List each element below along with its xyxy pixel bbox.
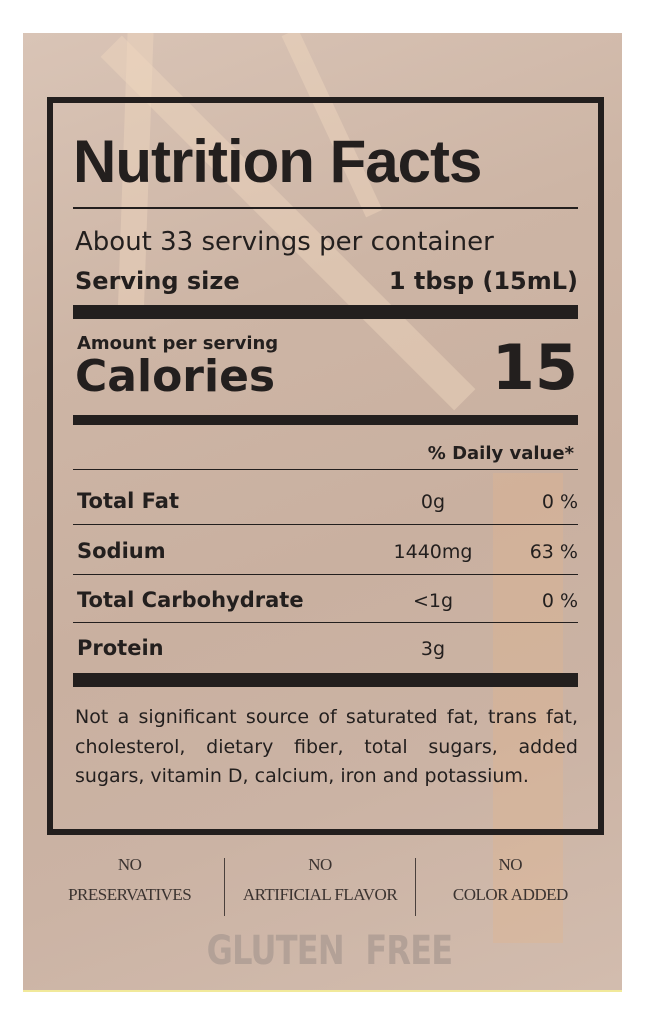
nutrient-amount: 0g: [420, 491, 446, 513]
thick-divider: [73, 415, 578, 425]
divider: [73, 469, 578, 470]
claim-line: NO: [117, 855, 142, 874]
claim-no-preservatives: NO PRESERVATIVES: [35, 850, 224, 920]
daily-value-header: % Daily value*: [427, 443, 574, 464]
claim-line: COLOR ADDED: [452, 885, 568, 904]
serving-size-value: 1 tbsp (15mL): [388, 267, 578, 295]
divider: [73, 524, 578, 525]
divider: [73, 574, 578, 575]
nutrient-name: Protein: [77, 636, 164, 660]
nutrient-dv: 0 %: [541, 491, 578, 513]
claim-separator: [414, 858, 416, 916]
nutrient-row: Total Carbohydrate <1g 0 %: [73, 574, 578, 624]
calories-label: Calories: [75, 351, 276, 402]
nutrient-name: Sodium: [77, 539, 166, 563]
claim-line: NO: [308, 855, 332, 874]
nutrient-dv: 0 %: [541, 590, 578, 612]
divider: [73, 622, 578, 623]
calories-value: 15: [491, 331, 578, 404]
gluten-free-badge: GLUTEN FREE: [206, 928, 454, 974]
nutrient-row: Protein 3g: [73, 622, 578, 672]
divider: [73, 207, 578, 209]
servings-per-container: About 33 servings per container: [75, 227, 494, 257]
label-title: Nutrition Facts: [73, 128, 482, 195]
claim-separator: [224, 858, 226, 916]
thick-divider: [73, 305, 578, 319]
nutrient-amount: <1g: [412, 590, 454, 612]
nutrient-amount: 1440mg: [393, 541, 473, 563]
nutrient-row: Sodium 1440mg 63 %: [73, 525, 578, 575]
claim-line: ARTIFICIAL FLAVOR: [242, 885, 398, 904]
claim-no-color-added: NO COLOR ADDED: [416, 850, 605, 920]
nutrient-row: Total Fat 0g 0 %: [73, 475, 578, 525]
footnote: Not a significant source of saturated fa…: [75, 706, 578, 787]
background-beam: [493, 473, 563, 943]
thick-divider: [73, 673, 578, 687]
serving-size-label: Serving size: [75, 267, 240, 295]
amount-per-serving: Amount per serving: [77, 333, 279, 354]
nutrient-dv: 63 %: [529, 541, 578, 563]
nutrient-name: Total Carbohydrate: [77, 588, 304, 612]
claim-line: PRESERVATIVES: [68, 885, 192, 904]
nutrient-name: Total Fat: [77, 489, 180, 513]
product-claims: NO PRESERVATIVES NO ARTIFICIAL FLAVOR NO…: [35, 850, 605, 920]
claim-no-artificial-flavor: NO ARTIFICIAL FLAVOR: [225, 850, 414, 920]
claim-line: NO: [498, 855, 523, 874]
nutrient-amount: 3g: [420, 638, 446, 660]
nutrition-facts-label: Nutrition Facts About 33 servings per co…: [47, 97, 604, 835]
